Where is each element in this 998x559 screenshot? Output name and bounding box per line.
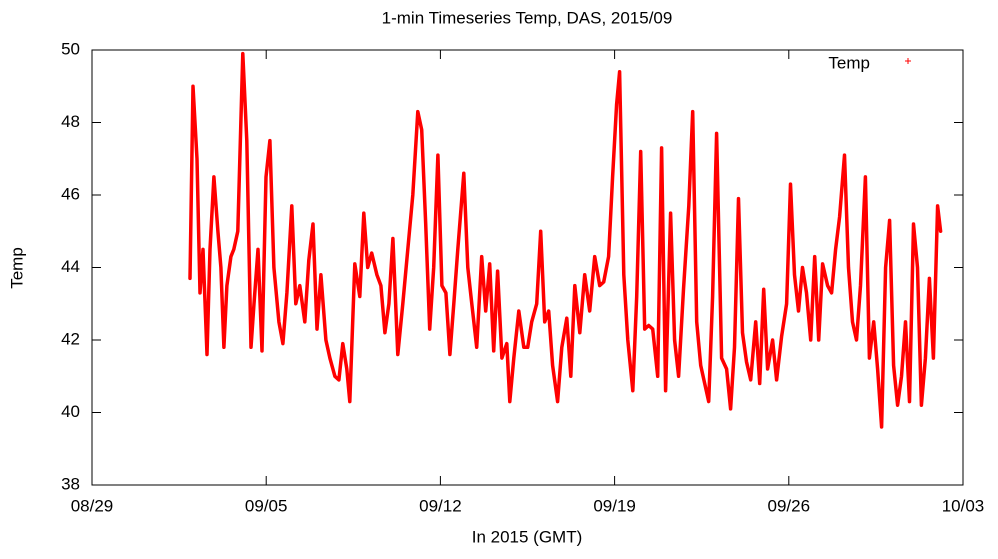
x-tick-label: 08/29: [71, 496, 114, 515]
y-tick-label: 42: [61, 329, 80, 348]
y-tick-label: 44: [61, 257, 80, 276]
x-axis-label: In 2015 (GMT): [472, 527, 583, 546]
y-tick-label: 40: [61, 402, 80, 421]
y-axis-label: Temp: [7, 247, 26, 289]
x-tick-label: 09/19: [593, 496, 636, 515]
y-tick-label: 48: [61, 112, 80, 131]
legend-label: Temp: [828, 53, 870, 72]
legend-marker: [905, 58, 911, 64]
x-tick-label: 09/26: [768, 496, 811, 515]
x-tick-label: 10/03: [942, 496, 985, 515]
y-tick-label: 46: [61, 184, 80, 203]
x-tick-label: 09/05: [245, 496, 288, 515]
chart-title: 1-min Timeseries Temp, DAS, 2015/09: [382, 8, 673, 27]
y-tick-label: 50: [61, 39, 80, 58]
x-tick-label: 09/12: [419, 496, 462, 515]
y-tick-label: 38: [61, 474, 80, 493]
data-line: [188, 51, 943, 429]
